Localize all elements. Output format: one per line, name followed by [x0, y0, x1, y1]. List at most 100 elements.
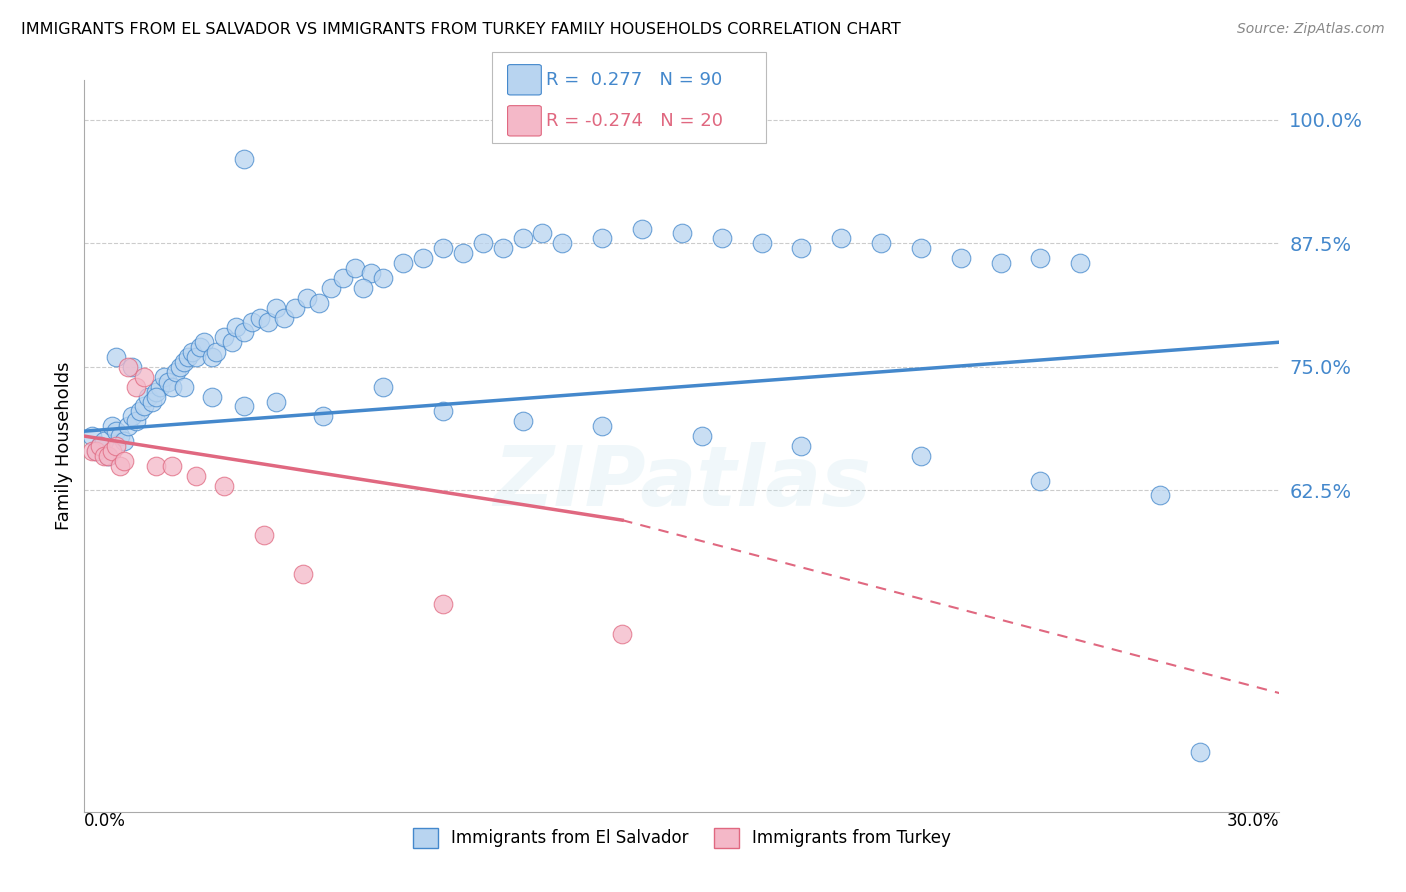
Point — [221, 335, 243, 350]
Point — [117, 419, 139, 434]
Point — [141, 394, 163, 409]
Point — [512, 414, 534, 428]
Point — [212, 330, 235, 344]
Point — [253, 528, 276, 542]
Point — [105, 439, 128, 453]
Point — [392, 256, 415, 270]
Point — [751, 236, 773, 251]
Point — [132, 369, 156, 384]
Point — [432, 404, 454, 418]
Point — [373, 380, 395, 394]
Point — [132, 400, 156, 414]
Point — [112, 434, 135, 448]
Point — [86, 444, 108, 458]
Point — [110, 458, 132, 473]
Point — [145, 384, 167, 399]
Point — [512, 231, 534, 245]
Point — [97, 449, 120, 463]
Point — [352, 281, 374, 295]
Point — [193, 335, 215, 350]
Point — [790, 241, 813, 255]
Point — [240, 315, 263, 329]
Point — [690, 429, 713, 443]
Text: IMMIGRANTS FROM EL SALVADOR VS IMMIGRANTS FROM TURKEY FAMILY HOUSEHOLDS CORRELAT: IMMIGRANTS FROM EL SALVADOR VS IMMIGRANT… — [21, 22, 901, 37]
Text: R = -0.274   N = 20: R = -0.274 N = 20 — [546, 112, 723, 130]
Point — [292, 567, 315, 582]
Text: 30.0%: 30.0% — [1227, 812, 1279, 830]
Point — [249, 310, 271, 325]
Point — [264, 301, 287, 315]
Point — [591, 231, 613, 245]
Point — [145, 458, 167, 473]
Point — [830, 231, 852, 245]
Point — [790, 439, 813, 453]
Point — [184, 468, 207, 483]
Point — [93, 449, 115, 463]
Text: R =  0.277   N = 90: R = 0.277 N = 90 — [546, 70, 721, 89]
Point — [101, 444, 124, 458]
Point — [145, 390, 167, 404]
Point — [321, 281, 343, 295]
Point — [136, 390, 159, 404]
Point — [451, 246, 474, 260]
Point — [990, 256, 1012, 270]
Point — [184, 350, 207, 364]
Point — [297, 291, 319, 305]
Point — [89, 439, 111, 453]
Point — [188, 340, 211, 354]
Point — [631, 221, 654, 235]
Y-axis label: Family Households: Family Households — [55, 362, 73, 530]
Point — [360, 266, 382, 280]
Point — [173, 355, 195, 369]
Point — [412, 251, 434, 265]
Point — [1069, 256, 1091, 270]
Point — [225, 320, 247, 334]
Point — [1029, 251, 1052, 265]
Point — [157, 375, 180, 389]
Point — [97, 449, 120, 463]
Point — [82, 444, 104, 458]
Point — [591, 419, 613, 434]
Point — [177, 350, 200, 364]
Point — [432, 241, 454, 255]
Point — [232, 153, 254, 167]
Point — [153, 369, 176, 384]
Point — [181, 345, 204, 359]
Point — [160, 458, 183, 473]
Legend: Immigrants from El Salvador, Immigrants from Turkey: Immigrants from El Salvador, Immigrants … — [406, 821, 957, 855]
Point — [101, 419, 124, 434]
Point — [117, 359, 139, 374]
Point — [165, 365, 187, 379]
Point — [105, 424, 128, 438]
Point — [312, 409, 335, 424]
Point — [149, 380, 172, 394]
Point — [232, 326, 254, 340]
Point — [273, 310, 295, 325]
Point — [121, 409, 143, 424]
Point — [105, 350, 128, 364]
Point — [93, 434, 115, 448]
Point — [308, 295, 330, 310]
Point — [125, 414, 148, 428]
Point — [1149, 488, 1171, 502]
Point — [671, 227, 693, 241]
Point — [1029, 474, 1052, 488]
Point — [1188, 746, 1211, 760]
Point — [910, 449, 932, 463]
Point — [284, 301, 307, 315]
Point — [205, 345, 228, 359]
Point — [232, 400, 254, 414]
Point — [256, 315, 278, 329]
Point — [160, 380, 183, 394]
Point — [432, 597, 454, 611]
Text: ZIPatlas: ZIPatlas — [494, 442, 870, 523]
Point — [82, 429, 104, 443]
Point — [110, 429, 132, 443]
Point — [121, 359, 143, 374]
Point — [129, 404, 152, 418]
Point — [201, 350, 224, 364]
Point — [373, 271, 395, 285]
Point — [471, 236, 494, 251]
Point — [332, 271, 354, 285]
Point — [86, 444, 108, 458]
